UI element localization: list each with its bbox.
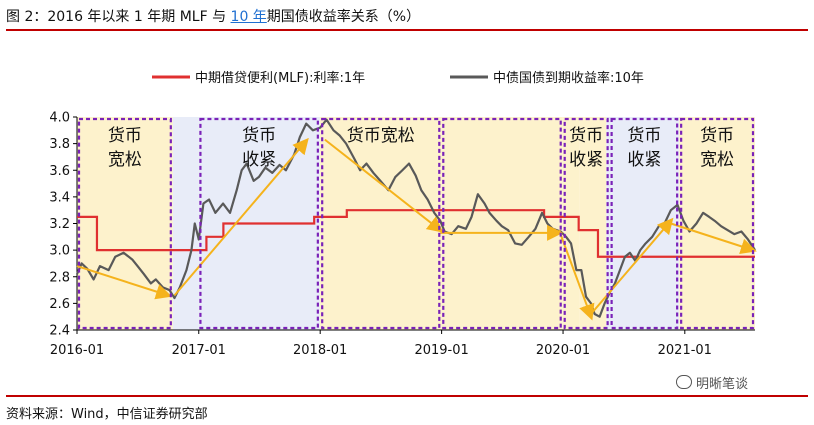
regime-box-2 xyxy=(199,117,319,330)
chart-header: 图 2：2016 年以来 1 年期 MLF 与 10 年期国债收益率关系（%） xyxy=(6,3,808,31)
trend-arrow-5 xyxy=(590,217,674,315)
y-tick-label-5: 3.4 xyxy=(49,190,70,205)
regime-label-10-line1: 货币 xyxy=(627,126,661,146)
legend-mlf-label: 中期借贷便利(MLF):利率:1年 xyxy=(195,70,365,86)
regime-region-4 xyxy=(320,117,442,330)
regime-label-10-line2: 收紧 xyxy=(627,150,661,170)
chart-footer: 资料来源：Wind，中信证券研究部 xyxy=(6,395,808,422)
chat-bubble-icon xyxy=(676,375,692,389)
regime-box-0 xyxy=(77,117,172,330)
x-tick-label-2: 2018-01 xyxy=(293,343,347,358)
x-tick-label-0: 2016-01 xyxy=(50,343,104,358)
source-note: 资料来源：Wind，中信证券研究部 xyxy=(6,407,208,422)
trend-arrow-6 xyxy=(670,222,757,255)
regime-label-2-line2: 收紧 xyxy=(242,150,276,170)
trend-arrow-1 xyxy=(173,137,309,297)
y-tick-label-7: 3.8 xyxy=(49,137,70,152)
regime-label-2-line1: 货币 xyxy=(242,126,276,146)
regime-label-11-line2: 宽松 xyxy=(700,150,734,170)
x-tick-label-5: 2021-01 xyxy=(658,343,712,358)
trend-arrow-2 xyxy=(324,138,444,233)
regime-label-11-line1: 货币 xyxy=(700,126,734,146)
x-tick-label-3: 2019-01 xyxy=(414,343,468,358)
regime-region-7 xyxy=(579,117,607,330)
x-tick-label-4: 2020-01 xyxy=(536,343,590,358)
regime-region-5 xyxy=(441,117,563,330)
y-tick-label-8: 4.0 xyxy=(49,111,70,126)
regime-box-10 xyxy=(610,117,679,330)
y-tick-label-1: 2.6 xyxy=(49,297,70,312)
regime-label-4-line1: 货币宽松 xyxy=(347,126,415,146)
bond-yield-line xyxy=(75,118,756,318)
x-tick-label-1: 2017-01 xyxy=(172,343,226,358)
y-tick-label-2: 2.8 xyxy=(49,270,70,285)
regime-label-0-line2: 宽松 xyxy=(108,150,142,170)
regime-label-9-line2: 收紧 xyxy=(569,150,603,170)
regime-region-0 xyxy=(77,117,173,330)
title-suffix: 期国债收益率关系（%） xyxy=(266,9,421,25)
regime-box-4 xyxy=(321,117,441,330)
legend-bond-label: 中债国债到期收益率:10年 xyxy=(493,70,644,86)
regime-label-0-line1: 货币 xyxy=(108,126,142,146)
watermark-text: 明晰笔谈 xyxy=(696,377,749,392)
mlf-rate-line xyxy=(77,209,755,258)
title-prefix: 图 2：2016 年以来 1 年期 MLF 与 xyxy=(6,9,231,25)
y-tick-label-0: 2.4 xyxy=(49,324,70,339)
regime-box-11 xyxy=(680,117,755,330)
regime-box-9 xyxy=(563,117,609,330)
regime-box-5 xyxy=(442,117,562,330)
y-tick-label-4: 3.2 xyxy=(49,217,70,232)
watermark: 明晰笔谈 xyxy=(676,373,748,392)
regime-label-9-line1: 货币 xyxy=(569,126,603,146)
title-link[interactable]: 10 年 xyxy=(230,9,267,25)
y-tick-label-6: 3.6 xyxy=(49,164,70,179)
trend-arrow-0 xyxy=(76,265,172,300)
chart-title: 图 2：2016 年以来 1 年期 MLF 与 10 年期国债收益率关系（%） xyxy=(6,6,420,26)
y-tick-label-3: 3.0 xyxy=(49,244,70,259)
